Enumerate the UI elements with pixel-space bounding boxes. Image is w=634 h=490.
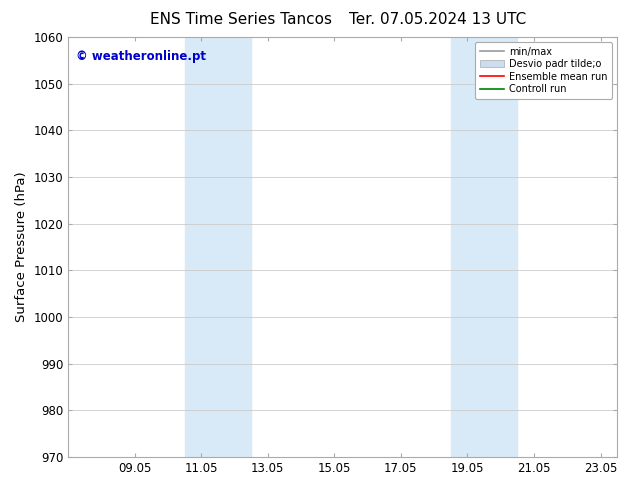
Bar xyxy=(184,37,251,457)
Legend: min/max, Desvio padr tilde;o, Ensemble mean run, Controll run: min/max, Desvio padr tilde;o, Ensemble m… xyxy=(475,42,612,99)
Bar xyxy=(451,37,517,457)
Text: ENS Time Series Tancos: ENS Time Series Tancos xyxy=(150,12,332,27)
Y-axis label: Surface Pressure (hPa): Surface Pressure (hPa) xyxy=(15,172,28,322)
Text: Ter. 07.05.2024 13 UTC: Ter. 07.05.2024 13 UTC xyxy=(349,12,526,27)
Text: © weatheronline.pt: © weatheronline.pt xyxy=(77,50,207,63)
